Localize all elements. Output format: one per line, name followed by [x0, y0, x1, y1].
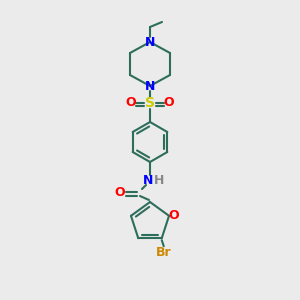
Text: O: O — [164, 97, 174, 110]
Text: H: H — [154, 173, 164, 187]
Text: O: O — [115, 185, 125, 199]
Text: N: N — [143, 173, 153, 187]
Text: S: S — [145, 96, 155, 110]
Text: N: N — [145, 35, 155, 49]
Text: O: O — [126, 97, 136, 110]
Text: N: N — [145, 80, 155, 92]
Text: Br: Br — [156, 246, 172, 259]
Text: O: O — [169, 209, 179, 222]
